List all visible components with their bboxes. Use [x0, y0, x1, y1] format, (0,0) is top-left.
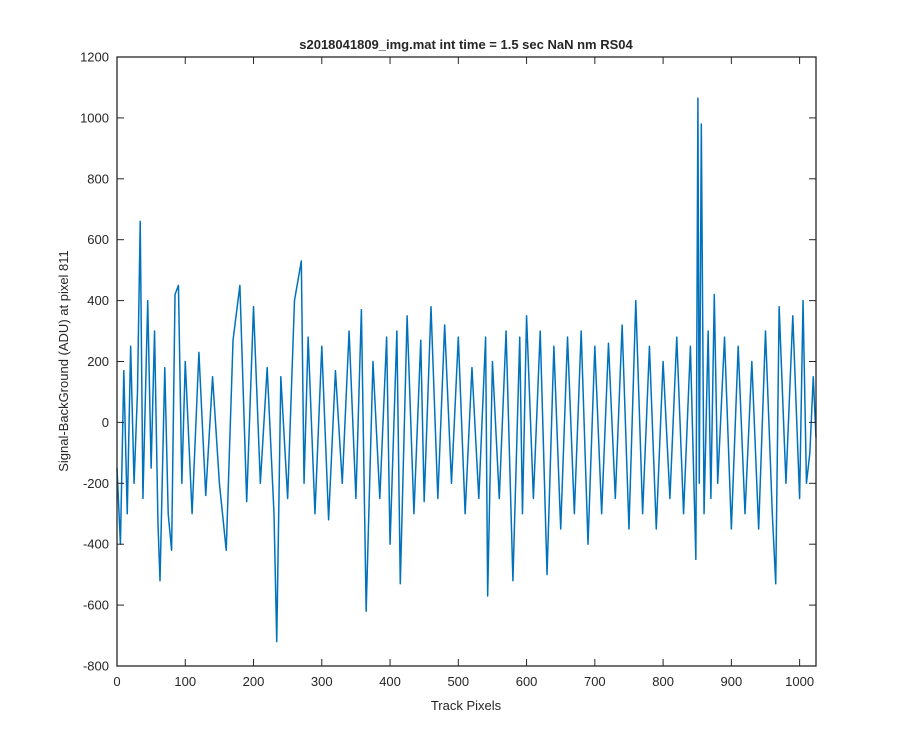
y-tick-label: 0 [102, 415, 109, 430]
y-tick-label: 1200 [80, 50, 109, 65]
x-tick-label: 200 [243, 674, 265, 689]
x-tick-label: 600 [516, 674, 538, 689]
series-layer [116, 97, 817, 643]
y-axis-label: Signal-BackGround (ADU) at pixel 811 [56, 250, 71, 472]
x-tick-label: 300 [311, 674, 333, 689]
x-tick-label: 100 [174, 674, 196, 689]
x-tick-label: 900 [721, 674, 743, 689]
x-tick-label: 700 [584, 674, 606, 689]
y-tick-label: -600 [83, 598, 109, 613]
x-tick-label: 500 [447, 674, 469, 689]
plot-area [117, 57, 816, 666]
y-tick-label: -400 [83, 537, 109, 552]
y-tick-label: -800 [83, 659, 109, 674]
axes-frame [116, 56, 817, 667]
ticks-layer: 0 100 200 300 400 500 600 700 800 900 1000 -800 -600… [80, 50, 816, 689]
y-tick-label: 600 [87, 232, 109, 247]
y-tick-label: 800 [87, 171, 109, 186]
x-tick-label: 1000 [785, 674, 814, 689]
chart-title: s2018041809_img.mat int time = 1.5 sec N… [299, 37, 633, 52]
x-axis-label: Track Pixels [431, 698, 502, 713]
y-tick-label: 200 [87, 354, 109, 369]
x-tick-label: 800 [652, 674, 674, 689]
x-tick-label: 400 [379, 674, 401, 689]
y-tick-label: 400 [87, 293, 109, 308]
x-tick-label: 0 [113, 674, 120, 689]
y-tick-label: 1000 [80, 110, 109, 125]
y-tick-label: -200 [83, 476, 109, 491]
series-line-0 [116, 97, 817, 643]
